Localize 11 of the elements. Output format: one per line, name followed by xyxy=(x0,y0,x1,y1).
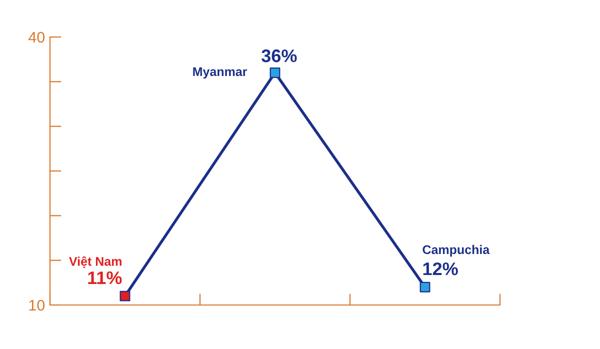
point xyxy=(420,282,430,292)
y-tick-label: 10 xyxy=(29,300,45,311)
annotation: Myanmar xyxy=(193,67,248,79)
annotation: Việt Nam xyxy=(69,256,122,268)
point xyxy=(120,290,130,302)
point xyxy=(270,68,280,78)
y-tick-label: 40 xyxy=(28,32,45,43)
data-label: 36% xyxy=(262,49,297,62)
annotation: Campuchia xyxy=(422,244,490,257)
data-label: 11% xyxy=(88,271,122,284)
data-label: 12% xyxy=(423,262,458,276)
